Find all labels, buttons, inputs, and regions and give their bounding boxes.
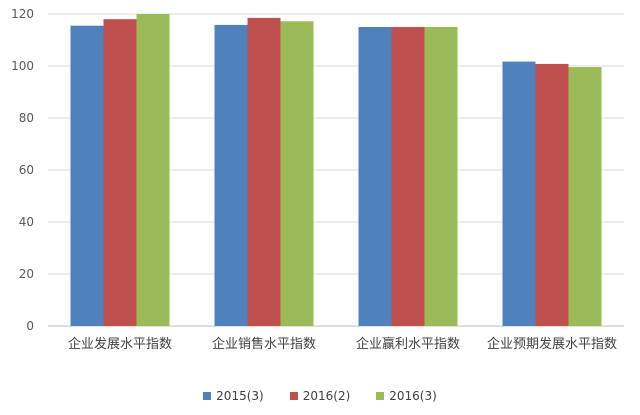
bar-3-3 [424, 27, 458, 326]
legend: 2015(3) 2016(2) 2016(3) [0, 386, 640, 406]
legend-item-series-3: 2016(3) [376, 389, 437, 403]
y-tick-label: 100 [11, 59, 34, 73]
bar-1-3 [358, 27, 392, 326]
legend-label-series-3: 2016(3) [389, 389, 437, 403]
x-axis-labels: 企业发展水平指数 企业销售水平指数 企业赢利水平指数 企业预期发展水平指数 [68, 336, 617, 352]
bar-2-3 [391, 27, 425, 326]
y-tick-label: 60 [19, 163, 34, 177]
y-tick-label: 0 [26, 319, 34, 333]
x-category-label: 企业销售水平指数 [212, 336, 316, 352]
legend-label-series-1: 2015(3) [216, 389, 264, 403]
bars [70, 14, 602, 327]
y-tick-label: 20 [19, 267, 34, 281]
y-tick-label: 40 [19, 215, 34, 229]
bar-1-4 [502, 61, 536, 327]
bar-3-2 [280, 21, 314, 327]
bar-2-1 [103, 19, 137, 326]
x-category-label: 企业赢利水平指数 [356, 336, 460, 352]
x-category-label: 企业预期发展水平指数 [487, 336, 617, 352]
y-tick-label: 120 [11, 7, 34, 21]
legend-swatch-series-1 [203, 392, 212, 400]
bar-2-4 [535, 63, 569, 327]
bar-3-1 [136, 14, 170, 326]
legend-swatch-series-2 [289, 392, 298, 400]
legend-item-series-1: 2015(3) [203, 389, 264, 403]
bar-2-2 [247, 17, 281, 327]
bar-1-1 [70, 25, 104, 326]
y-tick-label: 80 [19, 111, 34, 125]
y-axis-ticks: 0 20 40 60 80 100 120 [11, 7, 34, 333]
legend-swatch-series-3 [376, 392, 385, 400]
legend-label-series-2: 2016(2) [302, 389, 351, 403]
bar-1-2 [214, 24, 248, 326]
x-category-label: 企业发展水平指数 [68, 336, 172, 352]
bar-3-4 [568, 67, 602, 326]
legend-item-series-2: 2016(2) [289, 389, 351, 403]
